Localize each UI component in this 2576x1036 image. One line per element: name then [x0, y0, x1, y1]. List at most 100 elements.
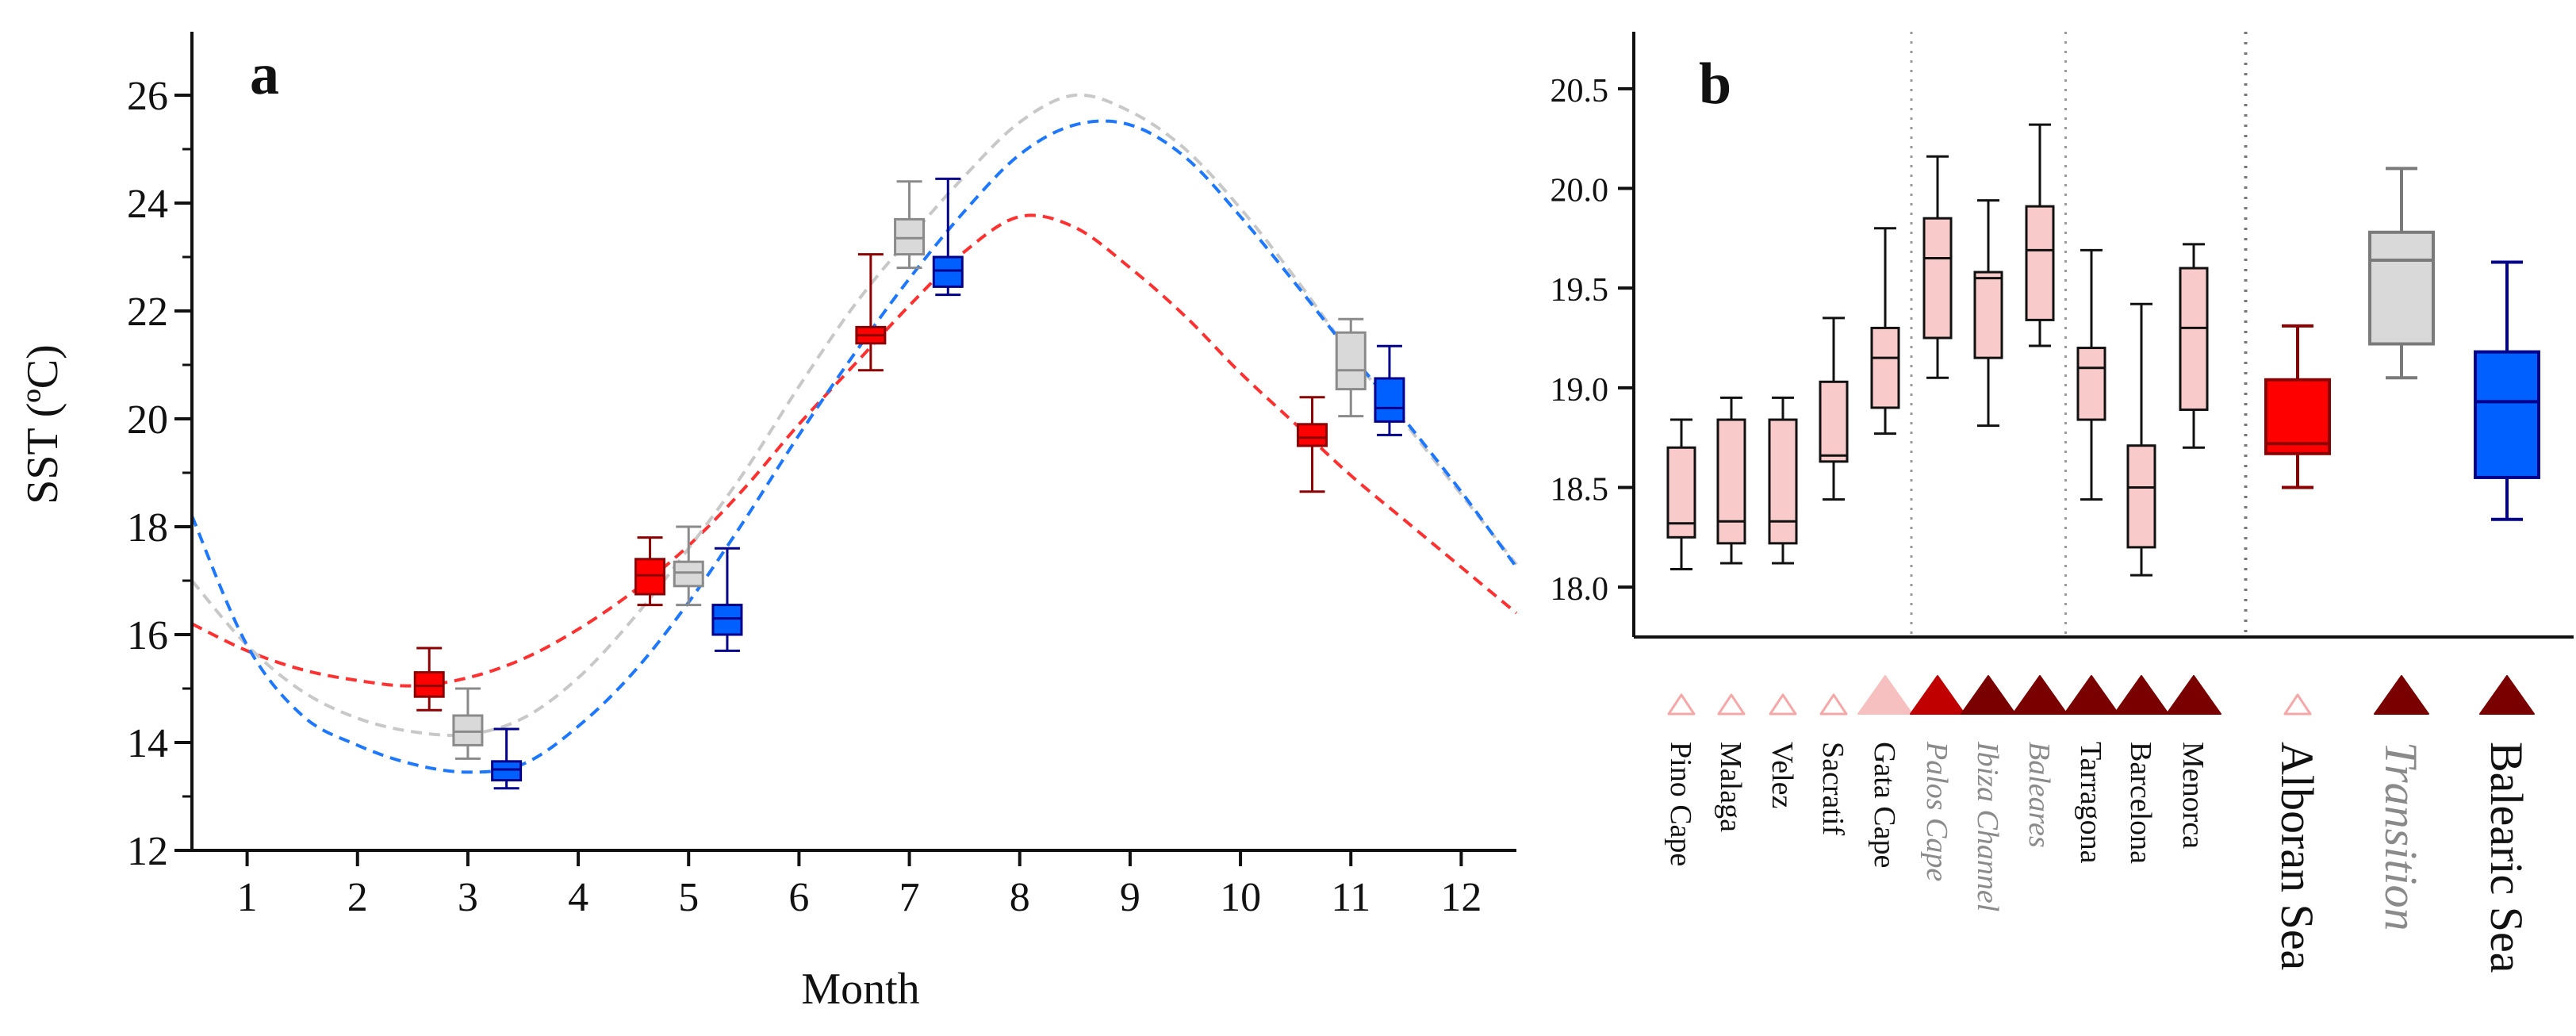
- box-body: [932, 255, 964, 288]
- triangle-marker-sacratif: [1819, 693, 1848, 716]
- box-body: [634, 558, 666, 596]
- b-box-balearic-sea: [2474, 260, 2540, 521]
- box-body: [2025, 205, 2055, 321]
- triangle-marker-velez: [1769, 693, 1797, 716]
- y-tick-label-18: 18: [127, 505, 168, 551]
- b-box-sacratif: [1819, 317, 1849, 501]
- box-body: [894, 217, 926, 256]
- category-label-alboran-sea: Alboran Sea: [2271, 742, 2323, 970]
- b-box-barcelona: [2126, 302, 2156, 577]
- box-body: [2179, 267, 2209, 411]
- panel-b-markers: [1667, 675, 2535, 716]
- b-box-menorca: [2179, 243, 2209, 449]
- x-tick-label-2: 2: [347, 875, 368, 920]
- category-label-baleares: Baleares: [2022, 742, 2056, 848]
- box-body: [1922, 217, 1953, 340]
- box-alboran-sea-month-2.65: [413, 647, 445, 712]
- b-y-tick-label-0: 18.0: [1551, 571, 1609, 608]
- triangle-marker-malaga: [1717, 693, 1746, 716]
- box-body: [413, 671, 445, 698]
- box-alboran-sea-month-4.65: [634, 536, 666, 607]
- category-label-pino-cape: Pino Cape: [1664, 742, 1697, 866]
- category-label-velez: Velez: [1765, 742, 1799, 808]
- y-tick-label-24: 24: [127, 182, 168, 227]
- category-label-gata-cape: Gata Cape: [1868, 742, 1901, 868]
- box-body: [452, 714, 484, 746]
- b-y-tick-label-3: 19.5: [1551, 272, 1609, 309]
- box-balearic-sea-month-11.35: [1374, 344, 1405, 436]
- b-box-ibiza-channel: [1973, 199, 2003, 428]
- box-body: [2474, 350, 2540, 479]
- curve-alboran-sea: [191, 213, 1518, 688]
- box-body: [1768, 418, 1798, 545]
- b-box-tarragona: [2076, 248, 2106, 501]
- box-body: [1973, 271, 2003, 359]
- panel-b-boxes: [1666, 123, 2540, 577]
- box-balearic-sea-month-3.35: [491, 727, 523, 790]
- b-box-malaga: [1716, 396, 1746, 565]
- b-y-tick-label-2: 19.0: [1551, 372, 1609, 409]
- box-alboran-sea-month-6.65: [855, 253, 887, 372]
- box-body: [711, 604, 743, 636]
- category-label-malaga: Malaga: [1714, 742, 1747, 832]
- x-tick-label-5: 5: [678, 875, 699, 920]
- box-body: [1335, 331, 1367, 391]
- x-tick-label-8: 8: [1010, 875, 1030, 920]
- panel-a-x-axis-label: Month: [801, 965, 919, 1014]
- triangle-marker-balearic-sea: [2479, 675, 2535, 715]
- category-label-palos-cape: Palos Cape: [1920, 741, 1953, 881]
- category-label-transition: Transition: [2375, 742, 2427, 931]
- triangle-marker-barcelona: [2114, 675, 2169, 715]
- box-body: [2126, 444, 2156, 549]
- x-tick-label-1: 1: [237, 875, 258, 920]
- box-body: [1819, 380, 1849, 463]
- box-alboran-sea-month-10.65: [1297, 396, 1328, 493]
- b-y-tick-label-4: 20.0: [1551, 173, 1609, 209]
- category-label-balearic-sea: Balearic Sea: [2481, 742, 2532, 973]
- panel-a-boxes: [413, 177, 1405, 790]
- panel-a-x-ticks: 1 2 3 4 5 6 7 8 9 10 11 12: [237, 850, 1482, 920]
- triangle-marker-ibiza-channel: [1961, 675, 2016, 715]
- box-body: [491, 760, 523, 782]
- x-tick-label-11: 11: [1331, 875, 1370, 920]
- box-body: [1297, 423, 1328, 447]
- b-box-velez: [1768, 396, 1798, 565]
- b-box-baleares: [2025, 123, 2055, 347]
- box-body: [1374, 377, 1405, 423]
- panel-a-y-axis-label: SST (ºC): [18, 344, 67, 505]
- x-tick-label-9: 9: [1120, 875, 1140, 920]
- category-label-ibiza-channel: Ibiza Channel: [1971, 741, 2004, 911]
- y-tick-label-12: 12: [127, 829, 168, 874]
- triangle-marker-alboran-sea: [2283, 693, 2312, 716]
- b-box-alboran-sea: [2264, 324, 2331, 489]
- curve-transition: [190, 93, 1518, 737]
- y-tick-label-14: 14: [127, 721, 168, 766]
- x-tick-label-12: 12: [1440, 875, 1482, 920]
- curve-balearic-sea: [190, 119, 1518, 774]
- panel-a-label: a: [250, 42, 279, 107]
- box-transition-month-5: [673, 525, 704, 607]
- b-box-palos-cape: [1922, 155, 1953, 379]
- box-balearic-sea-month-5.35: [711, 547, 743, 652]
- triangle-marker-pino-cape: [1667, 693, 1696, 716]
- triangle-marker-menorca: [2166, 675, 2221, 715]
- box-body: [673, 560, 704, 588]
- x-tick-label-4: 4: [568, 875, 588, 920]
- category-label-tarragona: Tarragona: [2074, 742, 2107, 864]
- y-tick-label-20: 20: [127, 397, 168, 443]
- category-label-barcelona: Barcelona: [2124, 742, 2157, 864]
- y-tick-label-26: 26: [127, 74, 168, 119]
- x-tick-label-7: 7: [899, 875, 920, 920]
- b-box-transition: [2368, 167, 2435, 380]
- box-body: [2264, 378, 2331, 455]
- triangle-marker-palos-cape: [1910, 675, 1965, 715]
- category-label-menorca: Menorca: [2176, 742, 2210, 849]
- box-body: [1870, 326, 1900, 409]
- box-body: [1716, 418, 1746, 545]
- y-tick-label-16: 16: [127, 613, 168, 658]
- panel-b-y-ticks: 18.0 18.5 19.0 19.5 20.0 20.5: [1551, 73, 1634, 608]
- b-box-pino-cape: [1666, 418, 1696, 571]
- box-transition-month-11: [1335, 317, 1367, 418]
